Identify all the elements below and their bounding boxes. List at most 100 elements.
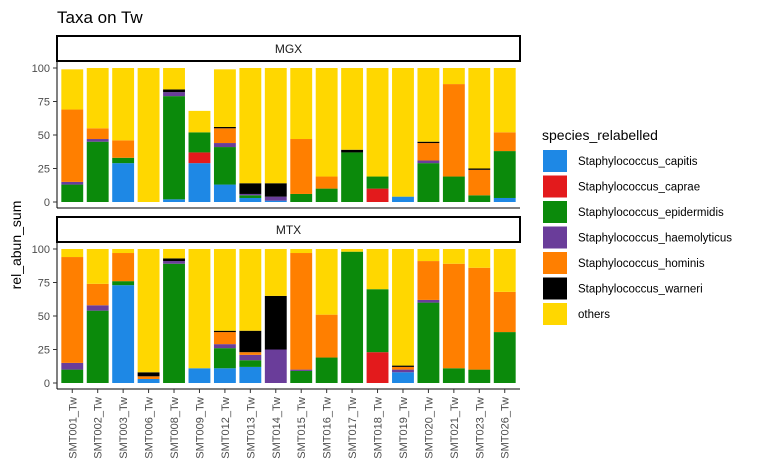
bar-stack-SMT012_Tw	[213, 69, 236, 202]
bar-segment	[315, 357, 338, 383]
bar-segment	[86, 68, 109, 129]
bar-segment	[417, 141, 440, 144]
bar-segment	[61, 109, 84, 182]
y-tick-label: 25	[38, 345, 50, 357]
bar-segment	[417, 299, 440, 303]
bar-segment	[86, 128, 109, 140]
bar-segment	[239, 330, 262, 353]
x-tick-label: SMT006_Tw	[144, 397, 156, 459]
bar-segment	[264, 196, 287, 201]
bar-segment	[392, 365, 414, 367]
bar-segment	[290, 369, 313, 371]
bar-segment	[341, 68, 364, 150]
bar-segment	[188, 152, 211, 164]
bar-stack-SMT018_Tw	[366, 68, 389, 202]
bar-segment	[137, 68, 160, 202]
bar-segment	[493, 68, 516, 133]
bar-segment	[163, 96, 185, 200]
bar-stack-SMT020_Tw	[417, 249, 440, 383]
bar-segment	[213, 184, 236, 202]
bar-segment	[417, 163, 440, 202]
bar-segment	[392, 68, 414, 197]
bar-stack-SMT015_Tw	[290, 249, 313, 383]
bar-segment	[264, 200, 287, 202]
x-tick-label: SMT020_Tw	[423, 397, 435, 459]
bar-segment	[213, 128, 236, 144]
bar-stack-SMT001_Tw	[61, 249, 84, 383]
bar-segment	[493, 151, 516, 198]
bar-segment	[264, 68, 287, 184]
x-tick-label: SMT021_Tw	[449, 397, 461, 459]
bar-segment	[493, 249, 516, 292]
bar-stack-SMT026_Tw	[493, 249, 516, 383]
bar-segment	[417, 302, 440, 383]
bar-segment	[163, 258, 185, 262]
bar-segment	[392, 369, 414, 373]
bar-segment	[239, 183, 262, 194]
bar-segment	[239, 366, 262, 383]
bar-segment	[61, 369, 84, 383]
bar-stack-SMT006_Tw	[137, 68, 160, 202]
y-tick-label: 100	[32, 63, 50, 75]
bar-segment	[86, 141, 109, 202]
bar-stack-SMT023_Tw	[468, 68, 491, 202]
legend-key	[543, 277, 567, 300]
bar-segment	[468, 267, 491, 370]
x-tick-label: SMT001_Tw	[67, 397, 79, 459]
y-tick-label: 25	[38, 164, 50, 176]
bar-segment	[290, 249, 313, 254]
bar-segment	[239, 352, 262, 355]
bar-segment	[137, 249, 160, 373]
bar-segment	[315, 249, 338, 315]
bar-segment	[290, 193, 313, 202]
bar-segment	[442, 368, 465, 383]
bar-segment	[468, 169, 491, 196]
bar-segment	[188, 163, 211, 202]
legend-key	[543, 252, 567, 274]
bar-segment	[112, 281, 135, 286]
bar-segment	[61, 181, 84, 185]
bar-segment	[417, 261, 440, 300]
x-tick-label: SMT002_Tw	[93, 397, 105, 459]
bar-segment	[61, 249, 84, 258]
bar-segment	[442, 84, 465, 177]
bar-stack-SMT013_Tw	[239, 68, 262, 202]
bar-segment	[341, 251, 364, 383]
bar-segment	[315, 314, 338, 358]
bar-stack-SMT023_Tw	[468, 249, 491, 383]
bar-segment	[392, 249, 414, 366]
bar-stack-SMT003_Tw	[112, 249, 135, 383]
bar-segment	[239, 249, 262, 331]
legend-item: Staphylococcus_haemolyticus	[543, 226, 732, 249]
y-tick-label: 75	[38, 97, 50, 109]
bar-segment	[392, 366, 414, 370]
x-tick-label: SMT009_Tw	[194, 397, 206, 459]
bar-segment	[137, 372, 160, 377]
legend-item: Staphylococcus_warneri	[543, 277, 703, 300]
legend-item: Staphylococcus_capitis	[543, 150, 698, 172]
bar-stack-SMT017_Tw	[341, 68, 364, 202]
legend-label: Staphylococcus_caprae	[578, 182, 700, 194]
y-tick-label: 50	[38, 311, 50, 323]
bar-segment	[366, 176, 389, 189]
bar-segment	[239, 197, 262, 202]
y-tick-label: 100	[32, 244, 50, 256]
bar-stack-SMT002_Tw	[86, 68, 109, 202]
legend-item: others	[543, 303, 610, 325]
bar-segment	[341, 152, 364, 202]
facet-strip-label: MTX	[276, 223, 301, 237]
y-axis-title: rel_abun_sum	[8, 201, 24, 290]
x-tick-label: SMT003_Tw	[118, 397, 130, 459]
bar-segment	[213, 332, 236, 345]
bar-segment	[315, 188, 338, 202]
bar-segment	[163, 261, 185, 264]
x-tick-label: SMT015_Tw	[296, 397, 308, 459]
bar-segment	[264, 249, 287, 296]
bar-stack-SMT021_Tw	[442, 249, 465, 383]
bar-stack-SMT015_Tw	[290, 68, 313, 202]
bar-stack-SMT013_Tw	[239, 249, 262, 383]
bar-segment	[61, 362, 84, 370]
bar-segment	[112, 285, 135, 383]
bar-segment	[213, 368, 236, 383]
bar-segment	[213, 143, 236, 148]
